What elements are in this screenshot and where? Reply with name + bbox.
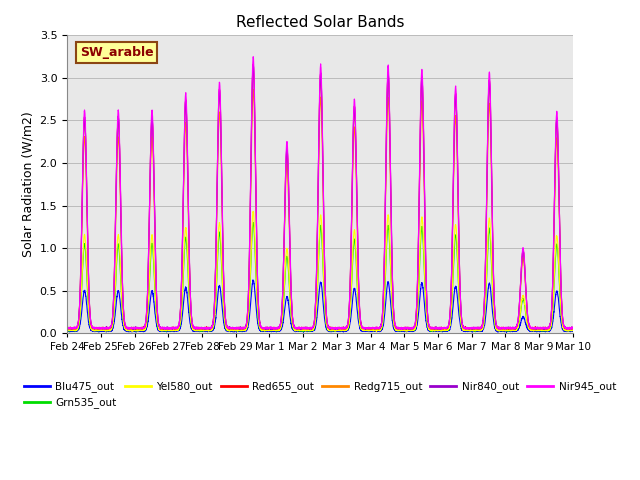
Blu475_out bbox=[301, 328, 308, 334]
Yel580_out bbox=[301, 327, 308, 333]
Grn535_out bbox=[154, 324, 162, 330]
Blu475_out bbox=[405, 327, 413, 333]
Red655_out bbox=[569, 325, 577, 331]
Nir840_out bbox=[154, 317, 162, 323]
Nir945_out bbox=[462, 325, 470, 331]
Line: Yel580_out: Yel580_out bbox=[67, 211, 573, 332]
Yel580_out bbox=[250, 208, 257, 214]
Redg715_out bbox=[462, 326, 470, 332]
Redg715_out bbox=[154, 318, 162, 324]
Grn535_out bbox=[433, 327, 441, 333]
Blu475_out bbox=[568, 328, 576, 334]
Nir945_out bbox=[564, 327, 572, 333]
Line: Redg715_out: Redg715_out bbox=[67, 89, 573, 330]
Line: Nir840_out: Nir840_out bbox=[67, 65, 573, 330]
Red655_out bbox=[163, 327, 171, 333]
Grn535_out bbox=[428, 329, 435, 335]
Blu475_out bbox=[63, 327, 71, 333]
Yel580_out bbox=[568, 328, 576, 334]
Nir945_out bbox=[154, 317, 162, 323]
Red655_out bbox=[433, 324, 441, 330]
Legend: Blu475_out, Grn535_out, Yel580_out, Red655_out, Redg715_out, Nir840_out, Nir945_: Blu475_out, Grn535_out, Yel580_out, Red6… bbox=[20, 377, 620, 412]
Redg715_out bbox=[568, 326, 576, 332]
Blu475_out bbox=[154, 326, 162, 332]
Nir840_out bbox=[301, 324, 308, 330]
Yel580_out bbox=[372, 329, 380, 335]
Red655_out bbox=[405, 325, 413, 331]
Text: SW_arable: SW_arable bbox=[80, 46, 154, 59]
Red655_out bbox=[250, 61, 257, 67]
Grn535_out bbox=[63, 327, 71, 333]
Yel580_out bbox=[405, 327, 413, 333]
Redg715_out bbox=[532, 327, 540, 333]
Title: Reflected Solar Bands: Reflected Solar Bands bbox=[236, 15, 404, 30]
Grn535_out bbox=[568, 328, 576, 334]
Line: Nir945_out: Nir945_out bbox=[67, 57, 573, 330]
Redg715_out bbox=[250, 86, 257, 92]
Nir945_out bbox=[433, 325, 441, 331]
Redg715_out bbox=[301, 325, 308, 331]
Nir840_out bbox=[569, 325, 577, 331]
Nir840_out bbox=[405, 325, 413, 331]
Nir945_out bbox=[301, 325, 308, 331]
Red655_out bbox=[154, 316, 162, 322]
Red655_out bbox=[568, 326, 576, 332]
Yel580_out bbox=[63, 327, 71, 333]
Nir945_out bbox=[568, 325, 576, 331]
Grn535_out bbox=[250, 219, 257, 225]
Yel580_out bbox=[433, 327, 441, 333]
Nir840_out bbox=[267, 327, 275, 333]
Nir840_out bbox=[250, 62, 257, 68]
Redg715_out bbox=[63, 325, 71, 331]
Line: Grn535_out: Grn535_out bbox=[67, 222, 573, 332]
Yel580_out bbox=[154, 323, 162, 329]
Red655_out bbox=[63, 326, 71, 332]
Blu475_out bbox=[502, 330, 510, 336]
Nir945_out bbox=[569, 325, 577, 331]
Blu475_out bbox=[249, 277, 257, 283]
Blu475_out bbox=[462, 328, 470, 334]
Nir945_out bbox=[250, 54, 257, 60]
Redg715_out bbox=[433, 326, 441, 332]
Line: Red655_out: Red655_out bbox=[67, 64, 573, 330]
Redg715_out bbox=[569, 326, 577, 332]
Nir840_out bbox=[63, 326, 71, 332]
Yel580_out bbox=[569, 327, 577, 333]
Nir840_out bbox=[433, 325, 441, 331]
Nir945_out bbox=[63, 325, 71, 331]
Nir945_out bbox=[405, 325, 413, 331]
Red655_out bbox=[301, 324, 308, 330]
Nir840_out bbox=[462, 325, 470, 331]
Blu475_out bbox=[569, 328, 577, 334]
Grn535_out bbox=[405, 326, 413, 332]
Yel580_out bbox=[462, 326, 470, 332]
Grn535_out bbox=[569, 327, 577, 333]
Y-axis label: Solar Radiation (W/m2): Solar Radiation (W/m2) bbox=[21, 111, 34, 257]
Nir840_out bbox=[568, 325, 576, 331]
Red655_out bbox=[462, 325, 470, 331]
Blu475_out bbox=[433, 328, 441, 334]
Grn535_out bbox=[301, 328, 308, 334]
Grn535_out bbox=[462, 327, 470, 333]
Redg715_out bbox=[405, 326, 413, 332]
Line: Blu475_out: Blu475_out bbox=[67, 280, 573, 333]
